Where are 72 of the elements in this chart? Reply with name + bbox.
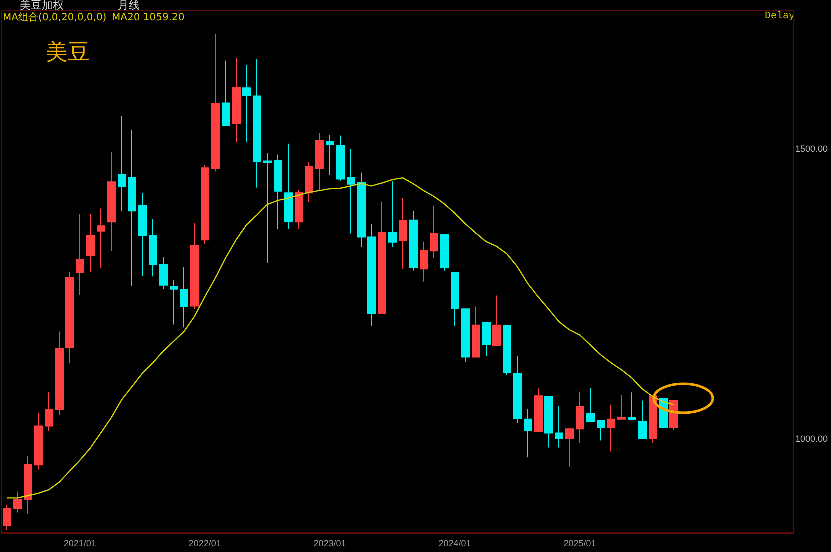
candlestick: [607, 404, 615, 452]
candlestick: [149, 218, 157, 278]
candlestick: [524, 408, 532, 458]
candlestick: [472, 306, 480, 358]
candlestick: [222, 60, 230, 126]
candlestick: [649, 396, 657, 444]
candlestick: [3, 504, 11, 531]
candlestick: [555, 406, 563, 448]
candlestick: [503, 325, 511, 376]
candlestick: [409, 210, 418, 272]
candlestick: [170, 280, 178, 326]
candlestick: [211, 34, 220, 172]
candlestick: [534, 388, 543, 434]
chart-subtitle: 月线: [118, 0, 140, 12]
candlestick: [76, 214, 84, 296]
x-tick-label: 2023/01: [314, 538, 346, 548]
candlestick: [492, 295, 501, 346]
candlestick: [305, 162, 313, 203]
candlestick: [159, 257, 168, 290]
text: Delay: [764, 10, 796, 22]
candlestick: [180, 266, 188, 328]
candlestick: [86, 214, 95, 274]
candlestick: [617, 395, 626, 420]
candlestick: [440, 234, 449, 272]
candlestick: [138, 192, 147, 277]
candlestick: [430, 205, 438, 259]
x-tick-label: 2025/01: [564, 538, 596, 548]
x-tick-label: 2024/01: [438, 538, 472, 548]
candlestick: [45, 392, 53, 432]
line-series: [6, 177, 674, 499]
candlestick: [242, 64, 251, 144]
candlestick: [13, 491, 22, 514]
candlestick: [420, 241, 428, 282]
candlestick: [565, 428, 574, 468]
candlestick: [544, 396, 553, 448]
candlestick: [628, 392, 636, 420]
candlestick: [274, 154, 282, 230]
candlestick: [388, 181, 397, 248]
candlestick: [118, 115, 126, 212]
candlestick: [253, 58, 261, 188]
candlestick: [586, 388, 595, 422]
x-tick-label: 2021/01: [64, 538, 96, 548]
annotation: 美豆: [46, 40, 90, 66]
y-tick-label: 1000.00: [795, 434, 828, 444]
candlestick: [378, 201, 386, 314]
candlestick: [34, 413, 43, 470]
candlestick: [513, 356, 522, 424]
candlestick: [232, 58, 241, 144]
candlestick: [638, 400, 647, 440]
candlestick: [128, 129, 136, 287]
candlestick: [107, 152, 116, 252]
candlestick: [284, 143, 293, 230]
candlestick: [482, 322, 491, 357]
candlestick: [399, 198, 407, 270]
candlestick: [201, 164, 209, 245]
candlestick: [451, 272, 459, 328]
candlestick: [190, 222, 199, 310]
candlestick: [295, 190, 303, 230]
candlestick: [336, 135, 345, 182]
x-tick-label: 2022/01: [188, 538, 222, 548]
candlestick: [315, 132, 324, 191]
candlestick: [347, 148, 355, 234]
candlestick: [597, 420, 605, 442]
annotation: MA20 1059.20: [112, 12, 185, 24]
annotation: MA组合(0,0,20,0,0,0): [3, 12, 107, 24]
y-tick-label: 1500.00: [795, 144, 828, 154]
candlestick: [263, 152, 272, 264]
candlestick: [461, 308, 470, 363]
candlestick: [97, 208, 105, 268]
candlestick: [24, 456, 32, 514]
candlestick: [326, 134, 334, 176]
candlestick: [576, 392, 584, 444]
